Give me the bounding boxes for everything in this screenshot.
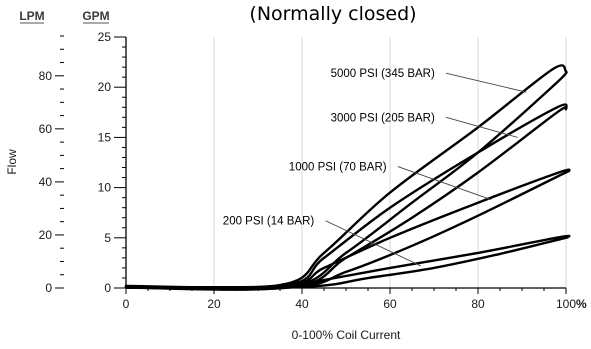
gpm-unit-label: GPM (82, 9, 109, 23)
lpm-tick-label: 20 (39, 228, 53, 242)
lpm-tick-label: 40 (39, 175, 53, 189)
series-label: 3000 PSI (205 BAR) (331, 112, 435, 124)
series-label: 200 PSI (14 BAR) (223, 216, 315, 228)
lpm-tick-label: 0 (45, 281, 52, 295)
series-label: 1000 PSI (70 BAR) (289, 162, 387, 174)
x-unit-label: % (576, 297, 587, 311)
axes: 0 20 40 60 80 100 % 0 5 10 15 20 25 0 20 40 60 80 (39, 30, 587, 311)
x-tick-label: 40 (295, 297, 309, 311)
lpm-unit-label: LPM (19, 9, 44, 23)
series-label: 5000 PSI (345 BAR) (331, 68, 435, 80)
series-curve (124, 64, 568, 291)
series-group (124, 64, 571, 291)
label-leader-line (445, 116, 518, 138)
x-tick-label: 60 (383, 297, 397, 311)
gpm-tick-label: 0 (104, 281, 111, 295)
series-curve (124, 103, 568, 291)
label-leader-line (325, 220, 421, 267)
lpm-tick-label: 60 (39, 122, 53, 136)
gpm-tick-label: 25 (98, 30, 112, 44)
series-curve (124, 168, 571, 290)
grid (213, 37, 567, 288)
label-leader-line (445, 72, 527, 93)
x-tick-label: 0 (123, 297, 130, 311)
gpm-tick-label: 5 (104, 231, 111, 245)
x-tick-label: 100 (556, 297, 576, 311)
lpm-tick-label: 80 (39, 69, 53, 83)
x-axis-label: 0-100% Coil Current (292, 328, 401, 342)
series-curve (124, 234, 571, 290)
y-axis-label: Flow (5, 149, 19, 175)
gpm-tick-label: 15 (98, 130, 112, 144)
annotations: 5000 PSI (345 BAR) 3000 PSI (205 BAR) 1000… (223, 68, 527, 267)
x-tick-label: 20 (207, 297, 221, 311)
x-tick-label: 80 (471, 297, 485, 311)
gpm-tick-label: 10 (98, 181, 112, 195)
chart-title: (Normally closed) (249, 3, 416, 25)
gpm-tick-label: 20 (98, 80, 112, 94)
label-leader-line (397, 166, 492, 201)
